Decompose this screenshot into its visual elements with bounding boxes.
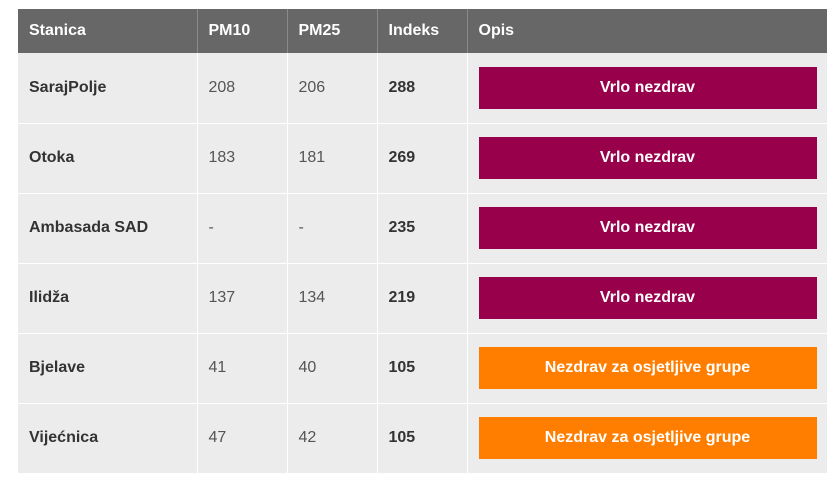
status-badge: Nezdrav za osjetljive grupe: [478, 347, 817, 389]
pm10-cell: 41: [197, 333, 288, 404]
pm10-cell: 208: [197, 53, 288, 124]
station-cell: Ilidža: [18, 263, 198, 334]
status-badge: Vrlo nezdrav: [478, 137, 817, 179]
air-quality-table-container: Stanica PM10 PM25 Indeks Opis SarajPolje…: [18, 9, 827, 473]
table-row: Ambasada SAD - - 235 Vrlo nezdrav: [18, 193, 827, 264]
pm25-cell: -: [287, 193, 378, 264]
station-cell: Vijećnica: [18, 403, 198, 473]
description-cell: Nezdrav za osjetljive grupe: [467, 403, 827, 473]
column-header-description: Opis: [467, 9, 827, 53]
pm25-cell: 181: [287, 123, 378, 194]
station-cell: Bjelave: [18, 333, 198, 404]
description-cell: Vrlo nezdrav: [467, 263, 827, 334]
station-cell: SarajPolje: [18, 53, 198, 124]
pm25-cell: 134: [287, 263, 378, 334]
pm10-cell: 183: [197, 123, 288, 194]
table-row: SarajPolje 208 206 288 Vrlo nezdrav: [18, 53, 827, 124]
column-header-pm25: PM25: [287, 9, 378, 53]
station-cell: Otoka: [18, 123, 198, 194]
pm25-cell: 40: [287, 333, 378, 404]
column-header-pm10: PM10: [197, 9, 288, 53]
table-row: Ilidža 137 134 219 Vrlo nezdrav: [18, 263, 827, 334]
table-row: Bjelave 41 40 105 Nezdrav za osjetljive …: [18, 333, 827, 404]
index-cell: 105: [377, 403, 468, 473]
station-cell: Ambasada SAD: [18, 193, 198, 264]
index-cell: 269: [377, 123, 468, 194]
table-header: Stanica PM10 PM25 Indeks Opis: [18, 9, 827, 53]
column-header-station: Stanica: [18, 9, 198, 53]
description-cell: Vrlo nezdrav: [467, 193, 827, 264]
column-header-index: Indeks: [377, 9, 468, 53]
status-badge: Nezdrav za osjetljive grupe: [478, 417, 817, 460]
description-cell: Nezdrav za osjetljive grupe: [467, 333, 827, 404]
status-badge: Vrlo nezdrav: [478, 207, 817, 249]
pm25-cell: 42: [287, 403, 378, 473]
table-row: Vijećnica 47 42 105 Nezdrav za osjetljiv…: [18, 403, 827, 473]
status-badge: Vrlo nezdrav: [478, 277, 817, 319]
pm10-cell: -: [197, 193, 288, 264]
air-quality-table: Stanica PM10 PM25 Indeks Opis SarajPolje…: [18, 9, 827, 473]
description-cell: Vrlo nezdrav: [467, 53, 827, 124]
pm10-cell: 47: [197, 403, 288, 473]
index-cell: 219: [377, 263, 468, 334]
pm25-cell: 206: [287, 53, 378, 124]
index-cell: 235: [377, 193, 468, 264]
header-row: Stanica PM10 PM25 Indeks Opis: [18, 9, 827, 53]
table-row: Otoka 183 181 269 Vrlo nezdrav: [18, 123, 827, 194]
description-cell: Vrlo nezdrav: [467, 123, 827, 194]
pm10-cell: 137: [197, 263, 288, 334]
table-body: SarajPolje 208 206 288 Vrlo nezdrav Otok…: [18, 53, 827, 473]
index-cell: 105: [377, 333, 468, 404]
status-badge: Vrlo nezdrav: [478, 66, 817, 109]
index-cell: 288: [377, 53, 468, 124]
